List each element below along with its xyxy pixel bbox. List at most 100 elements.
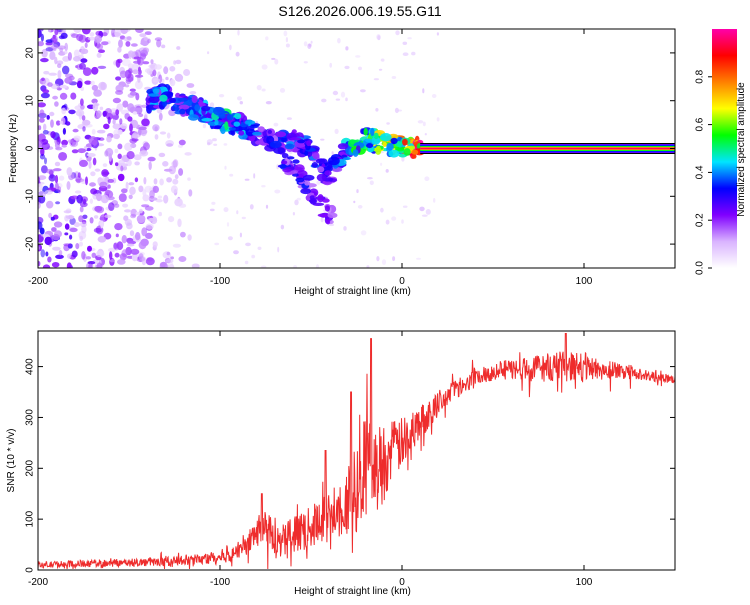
- signal-blob: [366, 143, 374, 149]
- noise-blob: [117, 58, 123, 64]
- noise-blob: [256, 85, 262, 91]
- signal-blob: [238, 130, 245, 136]
- noise-blob: [296, 197, 301, 201]
- noise-blob: [144, 31, 152, 35]
- noise-blob: [112, 114, 119, 120]
- noise-blob: [114, 29, 122, 38]
- noise-blob: [81, 29, 91, 35]
- noise-blob: [223, 143, 228, 146]
- y-tick-label: -20: [25, 236, 36, 251]
- colorbar-gradient: [712, 29, 737, 268]
- x-tick-label: -100: [210, 276, 230, 287]
- signal-blob: [233, 121, 241, 127]
- noise-blob: [100, 220, 104, 229]
- noise-blob: [211, 201, 216, 205]
- x-tick-label: -200: [28, 276, 48, 287]
- noise-blob: [159, 261, 168, 268]
- noise-blob: [84, 145, 88, 151]
- noise-blob: [237, 96, 242, 101]
- noise-blob: [253, 173, 256, 179]
- noise-blob: [102, 110, 107, 117]
- colorbar: 0.0 0.2 0.4 0.6 0.8 Normalized spectral ampl…: [695, 29, 747, 275]
- noise-blob: [79, 159, 88, 167]
- noise-blob: [303, 41, 308, 47]
- noise-blob: [38, 194, 46, 204]
- noise-blob: [436, 32, 439, 36]
- noise-blob: [78, 215, 84, 223]
- signal-blob: [408, 145, 416, 150]
- signal-blob: [311, 162, 318, 168]
- noise-blob: [286, 117, 292, 120]
- snr-x-label: Height of straight line (km): [294, 586, 411, 597]
- noise-blob: [424, 133, 427, 136]
- noise-blob: [117, 129, 123, 135]
- noise-blob: [73, 56, 81, 62]
- noise-blob: [87, 36, 97, 41]
- noise-blob: [51, 227, 57, 232]
- noise-blob: [141, 204, 150, 208]
- noise-blob: [265, 204, 269, 209]
- noise-blob: [251, 254, 256, 259]
- noise-blob: [96, 193, 102, 202]
- noise-blob: [124, 209, 132, 213]
- colorbar-tick-label: 0.6: [695, 117, 706, 131]
- noise-blob: [117, 173, 125, 182]
- noise-blob: [58, 250, 63, 256]
- noise-blob: [292, 212, 295, 216]
- noise-blob: [168, 216, 175, 223]
- noise-blob: [176, 46, 181, 50]
- noise-blob: [159, 178, 164, 186]
- noise-blob: [80, 86, 84, 92]
- noise-blob: [59, 92, 68, 100]
- signal-blob: [201, 105, 211, 112]
- noise-blob: [172, 243, 181, 248]
- noise-blob: [63, 50, 68, 55]
- noise-blob: [184, 152, 192, 156]
- noise-blob: [150, 59, 154, 64]
- noise-blob: [128, 194, 133, 200]
- noise-blob: [120, 165, 124, 172]
- noise-blob: [64, 232, 69, 236]
- noise-blob: [91, 66, 99, 75]
- noise-blob: [237, 29, 240, 36]
- noise-blob: [273, 122, 279, 127]
- noise-blob: [360, 89, 366, 93]
- noise-blob: [57, 45, 66, 50]
- noise-blob: [148, 217, 157, 222]
- noise-blob: [91, 252, 97, 258]
- noise-blob: [67, 253, 71, 259]
- noise-blob: [70, 92, 77, 100]
- signal-blob: [281, 137, 288, 142]
- noise-blob: [191, 263, 200, 268]
- noise-blob: [163, 194, 169, 204]
- noise-blob: [152, 124, 160, 132]
- colorbar-tick-label: 0.8: [695, 69, 706, 83]
- noise-blob: [245, 242, 251, 247]
- noise-blob: [99, 181, 108, 188]
- noise-blob: [152, 78, 161, 83]
- y-tick-label: 100: [25, 510, 36, 527]
- noise-blob: [402, 41, 408, 45]
- noise-blob: [123, 215, 129, 221]
- noise-blob: [61, 29, 66, 34]
- noise-blob: [168, 109, 176, 117]
- noise-blob: [54, 56, 58, 65]
- noise-blob: [80, 46, 85, 55]
- noise-blob: [42, 89, 50, 94]
- noise-blob: [99, 217, 106, 221]
- noise-blob: [380, 58, 385, 62]
- signal-blob: [179, 108, 186, 115]
- noise-blob: [73, 49, 80, 58]
- noise-blob: [140, 41, 148, 46]
- noise-blob: [145, 257, 155, 266]
- noise-blob: [402, 52, 409, 56]
- noise-blob: [115, 109, 120, 116]
- noise-blob: [46, 200, 54, 209]
- noise-blob: [58, 152, 68, 161]
- noise-blob: [48, 212, 52, 219]
- signal-blob: [224, 121, 229, 131]
- noise-blob: [88, 160, 92, 169]
- figure-title: S126.2026.006.19.55.G11: [278, 3, 441, 19]
- noise-blob: [44, 157, 47, 165]
- noise-blob: [100, 194, 109, 204]
